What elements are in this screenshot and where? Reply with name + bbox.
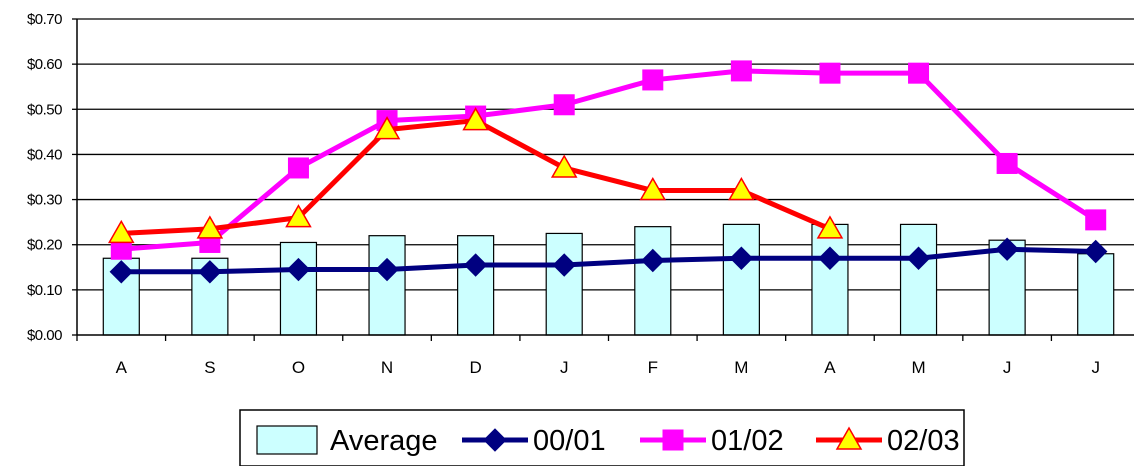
y-tick-label: $0.30	[27, 192, 62, 209]
legend-item: Average	[256, 425, 438, 457]
marker-diamond	[552, 253, 576, 277]
x-tick-label: J	[1003, 358, 1012, 377]
marker-diamond	[463, 253, 488, 277]
bar-average	[811, 223, 849, 336]
marker-diamond	[109, 260, 133, 284]
x-tick-label: N	[381, 358, 393, 377]
legend-label: Average	[330, 425, 438, 457]
legend-item: 01/02	[640, 425, 784, 457]
bar-average	[899, 223, 938, 336]
marker-square	[819, 62, 841, 84]
bar-average	[634, 226, 672, 336]
marker-triangle	[462, 107, 489, 131]
bar-average	[1077, 253, 1115, 336]
y-tick-label: $0.40	[27, 146, 62, 163]
y-tick-label: $0.10	[27, 282, 62, 299]
marker-triangle	[639, 177, 667, 201]
marker-triangle	[835, 426, 863, 450]
marker-diamond	[1084, 239, 1108, 264]
marker-triangle	[196, 215, 224, 239]
series-lines	[107, 60, 1108, 284]
marker-square	[553, 94, 575, 116]
legend-item: 00/01	[462, 425, 606, 457]
marker-diamond	[483, 428, 507, 452]
marker-square	[1085, 209, 1107, 231]
marker-triangle	[816, 215, 844, 239]
marker-diamond	[729, 246, 754, 270]
marker-square	[662, 429, 684, 451]
marker-triangle	[373, 116, 401, 140]
marker-square	[730, 60, 752, 82]
y-tick-label: $0.70	[27, 11, 62, 28]
marker-triangle	[728, 177, 755, 201]
y-tick-label: $0.50	[27, 101, 62, 118]
series-line	[121, 118, 831, 236]
marker-diamond	[906, 246, 931, 270]
bar-average	[545, 232, 583, 336]
legend: Average 00/01 01/02 02/03	[239, 409, 965, 466]
marker-square	[642, 69, 664, 91]
marker-triangle	[107, 219, 135, 244]
marker-square	[908, 62, 930, 84]
x-tick-label: M	[911, 358, 925, 377]
average-bars	[102, 223, 1115, 336]
y-axis-ticks: $0.00 $0.10 $0.20 $0.30 $0.40 $0.50 $0.60 $0.70	[27, 11, 77, 344]
bar-average	[457, 235, 495, 336]
x-tick-label: J	[560, 358, 569, 377]
marker-diamond	[198, 260, 222, 284]
x-tick-label: A	[824, 358, 836, 377]
legend-swatch-bar	[256, 425, 318, 455]
marker-diamond	[818, 246, 842, 270]
marker-diamond	[286, 257, 311, 282]
marker-square	[287, 157, 309, 179]
series-02-03	[107, 107, 844, 244]
x-tick-label: M	[734, 358, 748, 377]
legend-item: 02/03	[816, 425, 960, 457]
bar-average	[279, 241, 318, 336]
x-tick-label: D	[469, 358, 481, 377]
bar-average	[722, 223, 760, 336]
x-tick-label: F	[648, 358, 658, 377]
marker-triangle	[550, 154, 578, 178]
series-line	[121, 68, 1098, 252]
x-tick-label: S	[204, 358, 215, 377]
series-01-02	[110, 60, 1107, 260]
x-tick-label: O	[292, 358, 305, 377]
legend-label: 00/01	[533, 425, 606, 457]
x-tick-label: A	[116, 358, 128, 377]
series-line	[121, 246, 1096, 275]
marker-square	[996, 152, 1018, 174]
gridlines	[77, 18, 1134, 291]
marker-diamond	[995, 237, 1019, 261]
y-tick-label: $0.20	[27, 237, 62, 254]
marker-triangle	[285, 204, 312, 228]
marker-diamond	[641, 248, 665, 273]
series-00-01	[109, 237, 1108, 284]
bar-average	[368, 235, 406, 336]
legend-label: 02/03	[887, 425, 960, 457]
y-tick-label: $0.00	[27, 327, 62, 344]
y-tick-label: $0.60	[27, 56, 62, 73]
legend-label: 01/02	[711, 425, 784, 457]
marker-diamond	[375, 257, 399, 282]
x-tick-label: J	[1091, 358, 1100, 377]
